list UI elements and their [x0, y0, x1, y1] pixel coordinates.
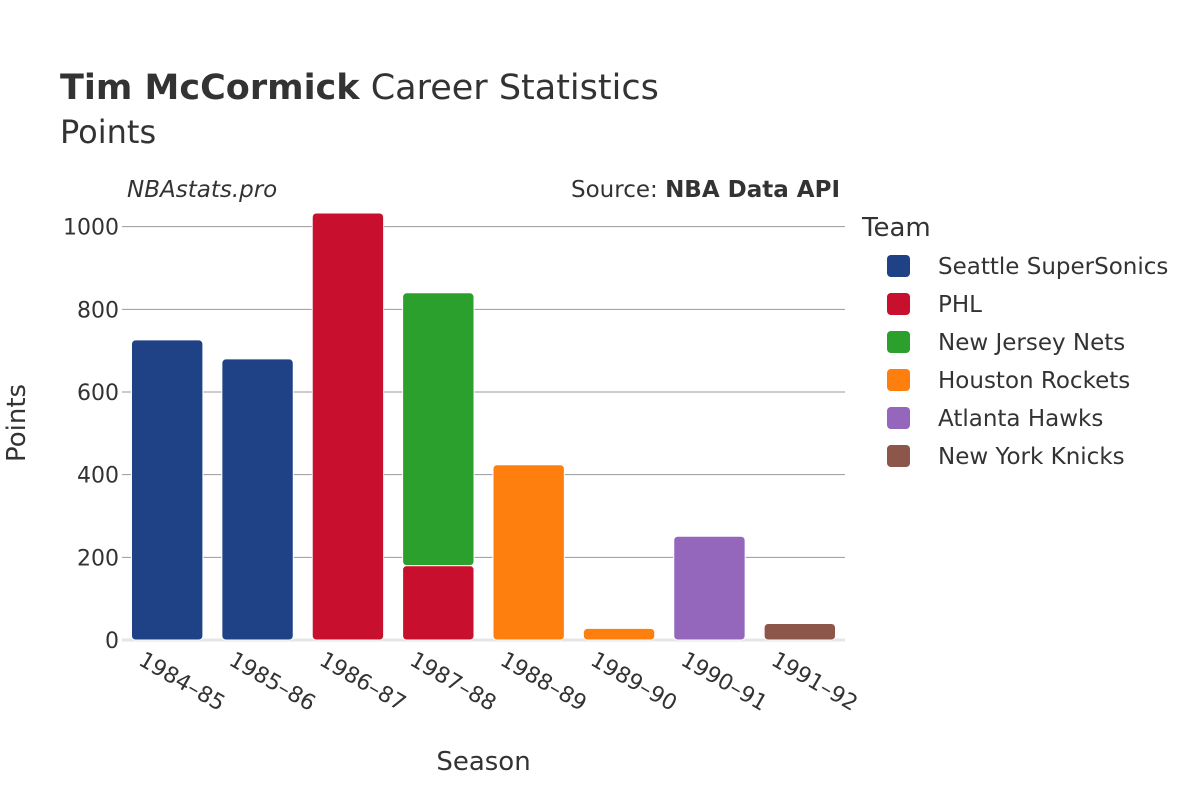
chart-title: Tim McCormick Career Statistics	[60, 66, 659, 110]
legend-swatch	[887, 331, 910, 353]
chart-subtitle: Points	[60, 113, 157, 151]
bar-segment	[582, 627, 656, 641]
x-tick-label: 1990–91	[676, 648, 771, 717]
source-credit: Source: NBA Data API	[571, 177, 840, 203]
x-tick-label: 1986–87	[315, 648, 410, 717]
legend-swatch	[887, 369, 910, 391]
bar-segment	[673, 535, 746, 641]
site-credit: NBAstats.pro	[127, 177, 278, 203]
bar-segment	[130, 339, 204, 641]
legend-label: PHL	[938, 292, 982, 318]
source-prefix: Source:	[571, 177, 666, 203]
x-axis-title: Season	[436, 747, 530, 777]
bar-segment	[311, 212, 385, 641]
legend-swatch	[887, 255, 910, 277]
source-name: NBA Data API	[665, 177, 840, 203]
x-tick-label: 1985–86	[225, 648, 320, 717]
legend-label: New Jersey Nets	[938, 330, 1125, 356]
y-tick-label: 600	[77, 381, 119, 406]
y-tick-label: 1000	[63, 216, 119, 241]
legend-label: Houston Rockets	[938, 368, 1130, 394]
y-tick-label: 0	[105, 629, 119, 654]
legend-label: New York Knicks	[938, 444, 1125, 470]
bar-segment	[763, 622, 837, 641]
x-tick-label: 1991–92	[767, 648, 862, 717]
y-tick-label: 400	[77, 464, 119, 489]
x-tick-label: 1987–88	[405, 648, 500, 717]
bar-segment	[402, 292, 475, 567]
title-suffix: Career Statistics	[370, 68, 659, 108]
legend-swatch	[887, 293, 910, 315]
legend-swatch	[887, 445, 910, 467]
player-name: Tim McCormick	[60, 68, 360, 108]
bar-segment	[221, 358, 294, 641]
bar-segment	[492, 464, 565, 641]
x-tick-label: 1988–89	[496, 648, 591, 717]
y-axis-title: Points	[2, 384, 32, 462]
x-tick-label: 1989–90	[586, 648, 681, 717]
legend-swatch	[887, 407, 910, 429]
x-tick-label: 1984–85	[134, 648, 229, 717]
legend-label: Seattle SuperSonics	[938, 254, 1168, 280]
legend-label: Atlanta Hawks	[938, 406, 1103, 432]
y-tick-label: 200	[77, 546, 119, 571]
y-tick-label: 800	[77, 298, 119, 323]
legend-title: Team	[861, 213, 931, 243]
bar-segment	[402, 565, 475, 641]
